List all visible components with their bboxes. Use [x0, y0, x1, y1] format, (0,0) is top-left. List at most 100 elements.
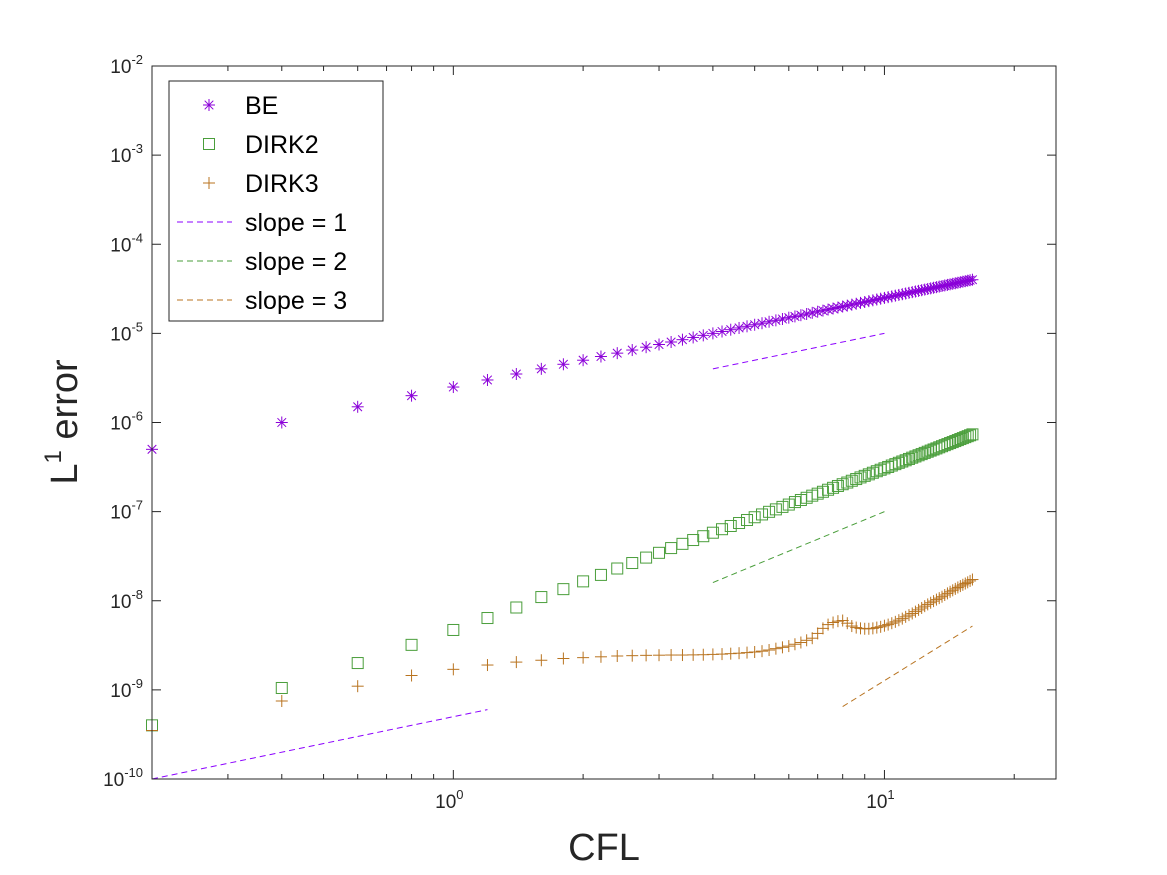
data-point-dirk2: [640, 551, 653, 564]
data-point-be: [611, 347, 624, 360]
data-point-be: [640, 341, 653, 354]
data-point-dirk2: [827, 481, 840, 494]
data-point-dirk3: [611, 649, 624, 662]
asterisk-stroke: [967, 275, 978, 285]
data-point-dirk2: [653, 546, 666, 559]
series-be: [146, 273, 979, 456]
data-point-be: [716, 325, 729, 338]
square-outline: [351, 657, 364, 670]
data-point-dirk2: [902, 452, 915, 465]
asterisk-stroke: [558, 359, 569, 369]
data-point-dirk3: [763, 644, 776, 657]
data-point-dirk2: [899, 454, 912, 467]
square-outline: [966, 428, 979, 441]
data-point-dirk2: [862, 468, 875, 481]
square-outline: [951, 434, 964, 447]
square-outline: [557, 583, 570, 596]
data-point-dirk3: [956, 578, 969, 591]
square-outline: [769, 503, 782, 516]
legend-item-slope-2: slope = 2: [177, 248, 347, 276]
data-point-dirk2: [889, 458, 902, 471]
data-point-dirk3: [594, 650, 607, 663]
data-point-dirk3: [748, 646, 761, 659]
asterisk-stroke: [764, 317, 774, 327]
y-tick-label: 10-7: [110, 498, 143, 524]
square-outline: [741, 514, 754, 527]
data-point-dirk2: [858, 469, 871, 482]
y-axis-label-superscript: 1: [40, 450, 67, 463]
square-outline: [763, 505, 776, 518]
data-point-dirk2: [892, 456, 905, 469]
data-point-be: [741, 320, 754, 333]
asterisk-stroke: [641, 342, 651, 352]
legend-item-slope-1: slope = 1: [177, 209, 347, 237]
asterisk-stroke: [790, 311, 800, 322]
plot-frame: [151, 65, 1057, 780]
asterisk-stroke: [511, 369, 521, 379]
data-point-dirk3: [889, 615, 902, 628]
square-outline: [959, 431, 972, 444]
data-point-dirk3: [557, 652, 570, 665]
data-point-dirk3: [782, 640, 795, 653]
asterisk-stroke: [708, 328, 718, 339]
reference-line-slope-1: [712, 332, 885, 370]
data-point-dirk3: [776, 641, 789, 654]
data-point-be: [676, 333, 689, 346]
data-point-dirk3: [936, 590, 949, 603]
series-dirk3: [146, 573, 979, 737]
data-point-be: [733, 321, 746, 334]
data-point-dirk2: [831, 479, 844, 492]
data-series: [146, 273, 979, 780]
asterisk-stroke: [876, 294, 886, 304]
y-tick-label: 10-5: [110, 319, 143, 345]
data-point-be: [557, 358, 570, 371]
data-point-dirk3: [827, 616, 840, 629]
data-point-dirk3: [769, 642, 782, 655]
data-point-be: [845, 298, 858, 311]
data-point-dirk2: [756, 508, 769, 521]
legend-item-be: BE: [203, 92, 278, 120]
square-outline: [912, 449, 925, 462]
data-point-dirk2: [510, 601, 523, 614]
data-point-dirk2: [577, 575, 590, 588]
y-tick-label: 10-2: [110, 52, 143, 78]
data-point-dirk3: [676, 649, 689, 662]
data-point-dirk3: [831, 615, 844, 628]
square-outline: [756, 508, 769, 521]
data-point-dirk3: [794, 636, 807, 649]
data-point-dirk3: [933, 592, 946, 605]
asterisk-stroke: [578, 355, 588, 365]
data-point-dirk3: [902, 609, 915, 622]
square-outline: [640, 551, 653, 564]
square-outline: [706, 526, 719, 539]
square-outline: [724, 519, 737, 532]
data-point-dirk2: [915, 448, 928, 461]
square-outline: [510, 601, 523, 614]
asterisk-stroke: [796, 310, 806, 320]
data-point-be: [858, 295, 871, 308]
data-point-be: [275, 416, 288, 429]
data-point-dirk2: [951, 434, 964, 447]
data-point-dirk2: [626, 557, 639, 570]
square-outline: [909, 450, 922, 463]
data-point-dirk2: [961, 430, 974, 443]
data-point-dirk3: [665, 649, 678, 662]
data-point-dirk2: [956, 432, 969, 445]
y-axis-label-rest: error: [44, 359, 86, 450]
data-point-dirk3: [351, 680, 364, 693]
y-tick-label: 10-6: [110, 409, 143, 435]
asterisk-stroke: [757, 318, 767, 328]
asterisk-stroke: [894, 290, 904, 300]
data-point-be: [405, 389, 418, 402]
data-point-dirk3: [912, 603, 925, 616]
square-outline: [862, 468, 875, 481]
square-outline: [405, 638, 418, 651]
data-point-be: [665, 336, 678, 349]
x-tick-labels: 100 101: [435, 787, 894, 813]
data-point-dirk2: [912, 449, 925, 462]
data-point-be: [874, 292, 887, 305]
asterisk-stroke: [482, 375, 493, 385]
data-point-dirk3: [961, 576, 974, 589]
square-outline: [892, 456, 905, 469]
